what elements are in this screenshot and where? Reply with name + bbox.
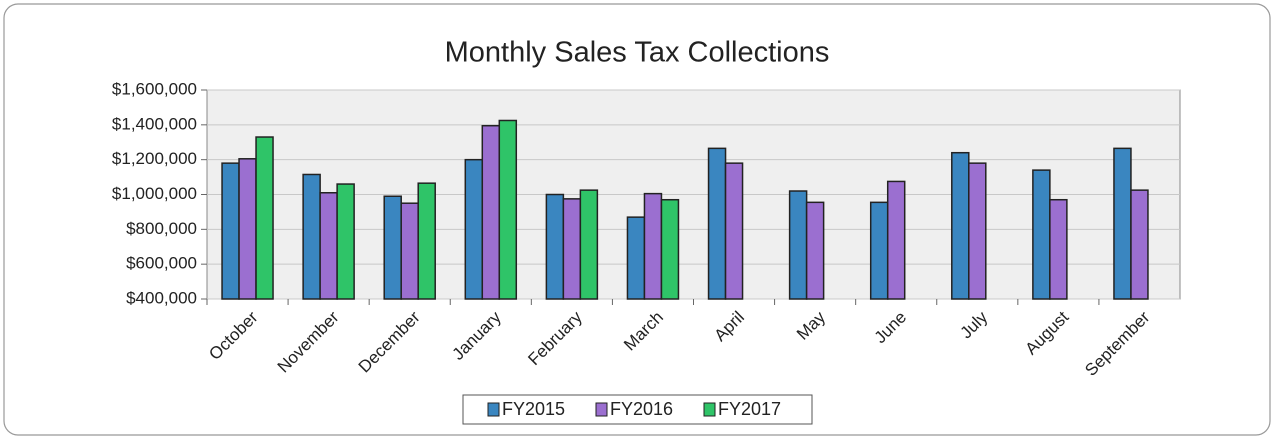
bar xyxy=(562,198,582,300)
bar xyxy=(336,183,355,300)
bar xyxy=(1032,169,1051,300)
legend-label: FY2015 xyxy=(502,399,565,419)
bar xyxy=(1113,147,1132,300)
legend-label: FY2016 xyxy=(610,399,673,419)
bar xyxy=(643,192,663,300)
bar xyxy=(968,162,987,300)
bar xyxy=(417,182,436,300)
bar xyxy=(400,202,419,300)
y-tick-label: $800,000 xyxy=(126,219,197,238)
bar xyxy=(545,193,565,300)
y-tick-label: $400,000 xyxy=(126,288,197,307)
y-tick-label: $600,000 xyxy=(126,254,197,273)
chart-title: Monthly Sales Tax Collections xyxy=(445,37,830,69)
bar xyxy=(319,192,338,300)
y-tick-label: $1,600,000 xyxy=(112,79,197,98)
bar xyxy=(660,198,680,300)
bar xyxy=(255,136,274,300)
bar xyxy=(1130,189,1149,300)
bar xyxy=(302,173,321,300)
legend-label: FY2017 xyxy=(718,399,781,419)
bar xyxy=(1049,198,1068,300)
bar xyxy=(498,119,518,300)
y-tick-label: $1,400,000 xyxy=(112,114,197,133)
bar xyxy=(805,201,825,300)
bar xyxy=(869,201,889,300)
bar xyxy=(383,195,402,300)
bars xyxy=(221,119,1149,300)
bar xyxy=(481,124,501,300)
bar xyxy=(886,180,906,300)
legend-swatch xyxy=(487,402,500,417)
bar xyxy=(724,162,744,300)
legend-swatch xyxy=(703,402,716,417)
legend-items: FY2015 FY2016 FY2017 xyxy=(487,399,781,419)
bar xyxy=(221,162,240,300)
bar xyxy=(626,216,646,300)
bar xyxy=(788,190,808,300)
legend-swatch xyxy=(595,402,608,417)
bar xyxy=(951,151,970,300)
y-tick-label: $1,000,000 xyxy=(112,184,197,203)
y-tick-label: $1,200,000 xyxy=(112,149,197,168)
bar xyxy=(238,158,257,300)
legend xyxy=(462,394,813,425)
bar xyxy=(464,158,484,300)
grid xyxy=(201,89,1180,305)
bar xyxy=(707,147,727,300)
bar xyxy=(579,189,599,300)
